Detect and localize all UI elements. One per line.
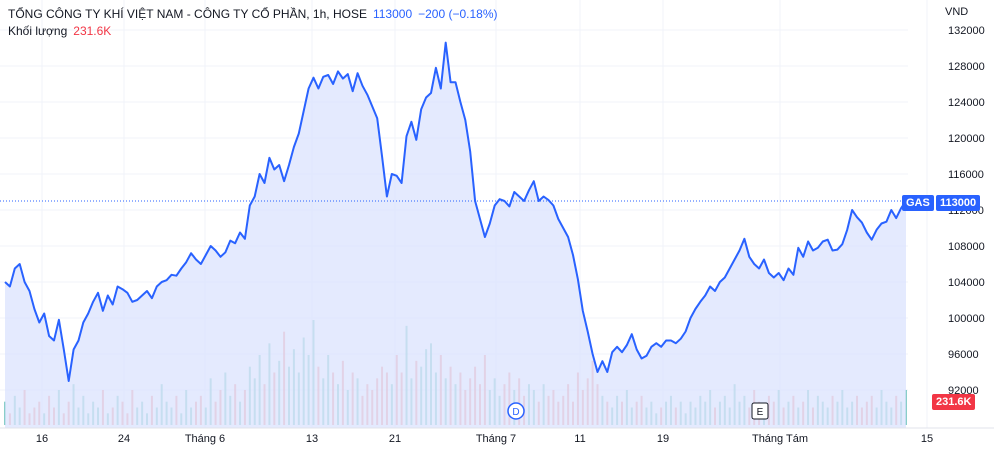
x-tick-label: 19 [657, 433, 669, 445]
price-badge-value-text: 113000 [940, 197, 977, 209]
y-tick-label: 132000 [948, 25, 985, 37]
y-tick-label: 116000 [948, 169, 984, 181]
x-tick-label: 16 [36, 433, 48, 445]
legend-volume-row: Khối lượng 231.6K [8, 23, 498, 40]
price-axis[interactable]: 1320001280001240001200001160001120001080… [948, 25, 985, 397]
currency-label[interactable]: VND [945, 6, 969, 18]
volume-value: 231.6K [73, 24, 112, 38]
x-tick-label: 11 [574, 433, 585, 445]
volume-badge: 231.6K [932, 394, 976, 410]
earnings-marker-label: E [757, 407, 764, 418]
earnings-marker[interactable]: E [751, 402, 769, 420]
x-tick-label: 13 [306, 433, 318, 445]
volume-badge-value: 231.6K [936, 396, 972, 408]
y-tick-label: 100000 [948, 313, 985, 325]
y-tick-label: 128000 [948, 61, 985, 73]
chart-legend: TỔNG CÔNG TY KHÍ VIỆT NAM - CÔNG TY CỔ P… [8, 6, 498, 40]
x-tick-label: Tháng Tám [752, 433, 808, 445]
y-tick-label: 96000 [948, 349, 979, 361]
volume-label[interactable]: Khối lượng [8, 24, 68, 38]
x-tick-label: 24 [118, 433, 130, 445]
y-tick-label: 104000 [948, 277, 985, 289]
x-tick-label: Tháng 7 [476, 433, 516, 445]
dividend-marker[interactable]: D [507, 402, 525, 420]
price-badge: GAS [902, 195, 934, 211]
y-tick-label: 120000 [948, 133, 985, 145]
price-badge-symbol: GAS [906, 197, 930, 209]
x-tick-label: 21 [389, 433, 401, 445]
y-tick-label: 108000 [948, 241, 985, 253]
last-price: 113000 [372, 7, 413, 21]
time-axis[interactable]: 16 24 Tháng 6 13 21 Tháng 7 11 19 Tháng Tám 15 [0, 427, 994, 445]
dividend-marker-circle [507, 402, 525, 420]
price-badge-value: 113000 [936, 195, 981, 211]
price-change: −200 (−0.18%) [418, 7, 498, 21]
dividend-marker-label: D [512, 407, 519, 418]
y-tick-label: 124000 [948, 97, 985, 109]
earnings-marker-box [751, 402, 769, 420]
price-line [4, 41, 907, 382]
x-tick-label: 15 [921, 433, 933, 445]
legend-symbol-row: TỔNG CÔNG TY KHÍ VIỆT NAM - CÔNG TY CỔ P… [8, 6, 498, 23]
symbol-title[interactable]: TỔNG CÔNG TY KHÍ VIỆT NAM - CÔNG TY CỔ P… [8, 7, 367, 21]
x-tick-label: Tháng 6 [185, 433, 225, 445]
price-area-fill [5, 42, 906, 428]
